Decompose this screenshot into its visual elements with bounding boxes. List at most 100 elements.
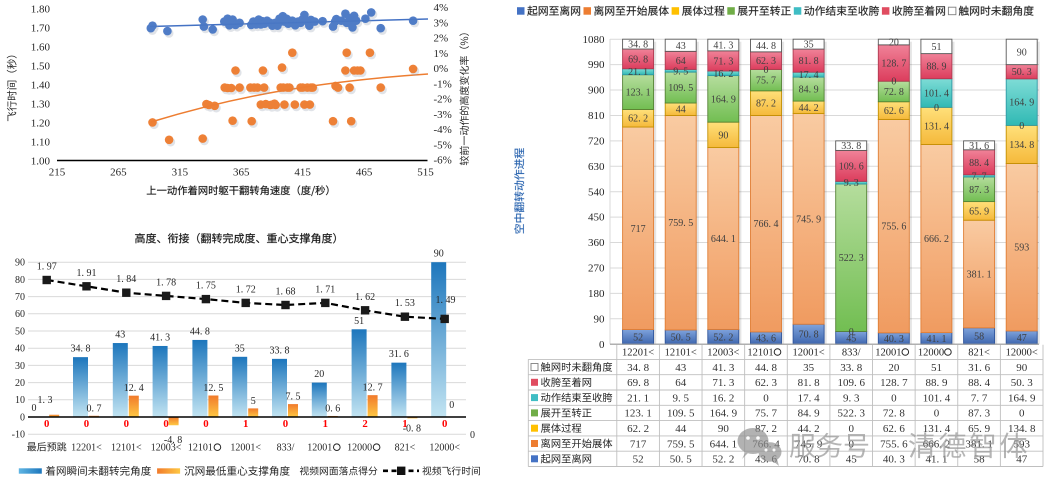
svg-text:52: 52 — [633, 332, 643, 343]
svg-text:44. 2: 44. 2 — [799, 103, 819, 114]
svg-text:-3%: -3% — [434, 109, 452, 121]
svg-text:12101<: 12101< — [111, 443, 142, 454]
svg-text:0: 0 — [32, 403, 37, 414]
svg-text:0%: 0% — [434, 63, 449, 75]
svg-text:41. 3: 41. 3 — [712, 362, 735, 374]
svg-text:1.60: 1.60 — [31, 42, 51, 54]
svg-text:0: 0 — [1019, 408, 1025, 420]
svg-text:128. 7: 128. 7 — [881, 59, 906, 70]
svg-text:465: 465 — [356, 167, 373, 179]
svg-text:87. 3: 87. 3 — [968, 408, 991, 420]
svg-text:900: 900 — [588, 85, 605, 97]
svg-text:44: 44 — [675, 423, 687, 435]
svg-text:450: 450 — [588, 212, 605, 224]
svg-text:50: 50 — [15, 326, 25, 337]
svg-text:51: 51 — [931, 42, 941, 53]
svg-text:7. 5: 7. 5 — [286, 392, 301, 403]
svg-text:40. 3: 40. 3 — [884, 334, 904, 345]
svg-text:90: 90 — [594, 313, 606, 325]
svg-text:593: 593 — [1014, 243, 1029, 254]
svg-text:0: 0 — [44, 418, 49, 430]
svg-text:101. 4: 101. 4 — [924, 89, 949, 100]
svg-text:-0. 8: -0. 8 — [403, 424, 421, 435]
svg-text:40: 40 — [15, 344, 25, 355]
svg-text:1. 62: 1. 62 — [355, 292, 375, 303]
svg-text:1.40: 1.40 — [31, 80, 51, 92]
svg-text:81. 8: 81. 8 — [798, 377, 821, 389]
svg-text:833/: 833/ — [277, 443, 295, 454]
svg-text:164. 9: 164. 9 — [1009, 98, 1034, 109]
svg-text:0: 0 — [449, 400, 454, 411]
svg-text:821<: 821< — [395, 443, 416, 454]
svg-text:630: 630 — [588, 161, 605, 173]
svg-text:666. 2: 666. 2 — [924, 234, 949, 245]
svg-text:35: 35 — [235, 343, 245, 354]
svg-text:1: 1 — [402, 418, 407, 430]
svg-text:90: 90 — [1016, 362, 1028, 374]
svg-text:0: 0 — [891, 392, 897, 404]
svg-text:1.20: 1.20 — [31, 118, 51, 130]
svg-text:522. 3: 522. 3 — [839, 253, 864, 264]
svg-text:84. 9: 84. 9 — [798, 408, 821, 420]
svg-text:71. 3: 71. 3 — [712, 377, 735, 389]
svg-text:16. 2: 16. 2 — [712, 392, 734, 404]
svg-text:12003<: 12003< — [151, 443, 182, 454]
svg-text:515: 515 — [417, 167, 434, 179]
svg-text:1. 68: 1. 68 — [276, 287, 296, 298]
svg-text:265: 265 — [110, 167, 127, 179]
svg-text:50. 5: 50. 5 — [670, 454, 693, 466]
svg-text:666. 2: 666. 2 — [923, 438, 951, 450]
svg-text:0: 0 — [442, 418, 447, 430]
svg-text:44. 8: 44. 8 — [755, 362, 778, 374]
svg-text:0: 0 — [763, 392, 769, 404]
svg-text:31. 6: 31. 6 — [968, 362, 991, 374]
svg-text:-4%: -4% — [434, 124, 452, 136]
svg-text:-5%: -5% — [434, 139, 452, 151]
svg-text:131. 4: 131. 4 — [923, 423, 951, 435]
svg-text:3%: 3% — [434, 17, 449, 29]
svg-text:0: 0 — [124, 418, 129, 430]
svg-text:69. 8: 69. 8 — [628, 54, 648, 65]
svg-text:12003<: 12003< — [707, 348, 739, 359]
svg-text:644. 1: 644. 1 — [710, 438, 738, 450]
svg-text:821<: 821< — [968, 348, 990, 359]
svg-text:1080: 1080 — [583, 34, 606, 46]
svg-text:720: 720 — [588, 135, 605, 147]
svg-text:109. 5: 109. 5 — [667, 408, 695, 420]
svg-text:9. 5: 9. 5 — [672, 392, 689, 404]
svg-text:50. 3: 50. 3 — [1012, 67, 1032, 78]
svg-text:0: 0 — [848, 423, 854, 435]
svg-text:0: 0 — [283, 418, 288, 430]
svg-text:62. 3: 62. 3 — [755, 377, 778, 389]
svg-text:745. 9: 745. 9 — [796, 214, 821, 225]
svg-text:51: 51 — [354, 316, 364, 327]
svg-text:215: 215 — [49, 167, 66, 179]
svg-text:40. 3: 40. 3 — [883, 454, 906, 466]
svg-text:31. 6: 31. 6 — [969, 141, 989, 152]
svg-text:1. 75: 1. 75 — [196, 281, 216, 292]
svg-text:1. 53: 1. 53 — [395, 298, 415, 309]
svg-text:1. 97: 1. 97 — [37, 262, 57, 273]
svg-text:43: 43 — [676, 41, 686, 52]
svg-text:9. 3: 9. 3 — [843, 392, 860, 404]
svg-text:2: 2 — [362, 418, 367, 430]
svg-text:759. 5: 759. 5 — [668, 218, 693, 229]
svg-text:0: 0 — [934, 408, 940, 420]
svg-text:164. 9: 164. 9 — [711, 94, 736, 105]
svg-text:644. 1: 644. 1 — [711, 234, 736, 245]
svg-text:4%: 4% — [434, 2, 449, 14]
svg-text:44. 2: 44. 2 — [798, 423, 820, 435]
svg-text:64: 64 — [675, 377, 687, 389]
svg-text:21. 1: 21. 1 — [627, 392, 649, 404]
svg-text:75. 7: 75. 7 — [755, 408, 778, 420]
svg-text:1. 91: 1. 91 — [77, 268, 97, 279]
svg-text:9. 3: 9. 3 — [844, 178, 859, 189]
svg-text:17. 4: 17. 4 — [799, 70, 819, 81]
svg-text:12001<: 12001< — [230, 443, 261, 454]
svg-text:12. 4: 12. 4 — [124, 383, 144, 394]
svg-text:109. 5: 109. 5 — [668, 83, 693, 94]
svg-text:10: 10 — [15, 395, 25, 406]
svg-text:17. 4: 17. 4 — [798, 392, 821, 404]
svg-text:1.10: 1.10 — [31, 137, 51, 149]
svg-text:69. 8: 69. 8 — [627, 377, 650, 389]
